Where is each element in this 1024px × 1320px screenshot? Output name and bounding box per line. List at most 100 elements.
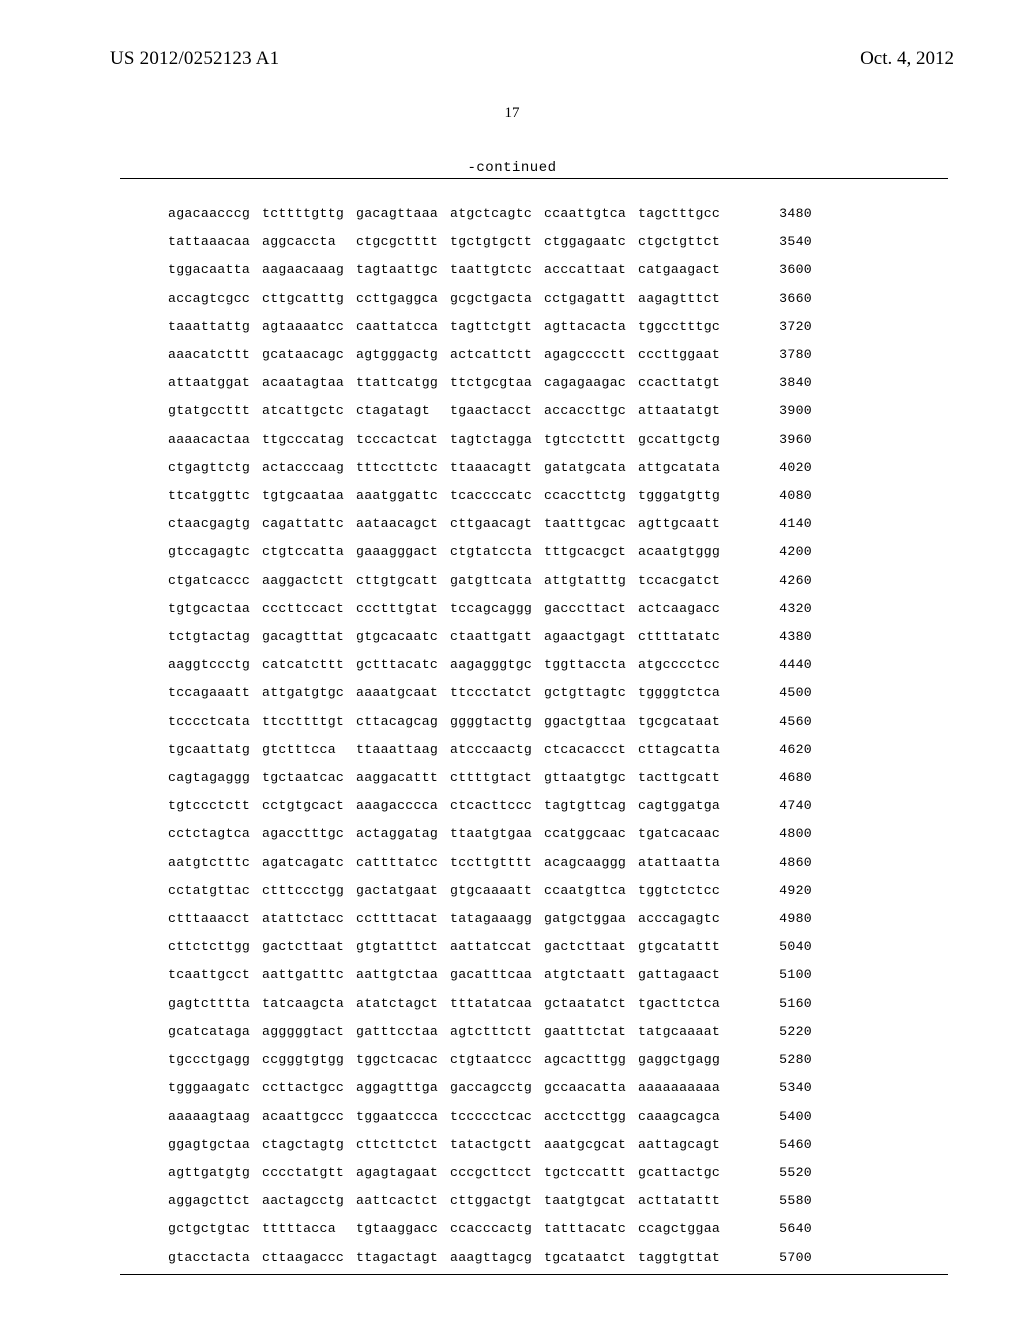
sequence-position: 4620 — [760, 736, 812, 764]
sequence-group: aaagacccca — [356, 792, 450, 820]
sequence-group: gtacctacta — [168, 1244, 262, 1272]
sequence-group: aaatgcgcat — [544, 1131, 638, 1159]
sequence-row: ttcatggttctgtgcaataaaaatggattctcaccccatc… — [168, 482, 812, 510]
sequence-group: ctaattgatt — [450, 623, 544, 651]
sequence-group: agaactgagt — [544, 623, 638, 651]
sequence-position: 4560 — [760, 708, 812, 736]
sequence-group: tcaccccatc — [450, 482, 544, 510]
sequence-position: 4200 — [760, 538, 812, 566]
sequence-group: tggcctttgc — [638, 313, 732, 341]
sequence-group: agacctttgc — [262, 820, 356, 848]
sequence-group: atgctcagtc — [450, 200, 544, 228]
sequence-group: ccctttgtat — [356, 595, 450, 623]
sequence-group: ggactgttaa — [544, 708, 638, 736]
sequence-group: tcccctcata — [168, 708, 262, 736]
sequence-group: ccttgaggca — [356, 285, 450, 313]
sequence-group: attaatggat — [168, 369, 262, 397]
sequence-row: cagtagagggtgctaatcacaaggacatttcttttgtact… — [168, 764, 812, 792]
sequence-group: cagattattc — [262, 510, 356, 538]
sequence-position: 3600 — [760, 256, 812, 284]
sequence-row: tcaattgcctaattgatttcaattgtctaagacatttcaa… — [168, 961, 812, 989]
sequence-group: agtaaaatcc — [262, 313, 356, 341]
sequence-group: cttgtgcatt — [356, 567, 450, 595]
sequence-group: gccattgctg — [638, 426, 732, 454]
sequence-row: aaaaagtaagacaattgccctggaatcccatccccctcac… — [168, 1103, 812, 1131]
sequence-group: tgtcctcttt — [544, 426, 638, 454]
sequence-position: 3540 — [760, 228, 812, 256]
sequence-group: ctttccctgg — [262, 877, 356, 905]
sequence-position: 4380 — [760, 623, 812, 651]
sequence-group: tcccactcat — [356, 426, 450, 454]
sequence-group: aattcactct — [356, 1187, 450, 1215]
sequence-position: 5580 — [760, 1187, 812, 1215]
sequence-group: gattagaact — [638, 961, 732, 989]
sequence-row: gtatgcctttatcattgctcctagatagttgaactaccta… — [168, 397, 812, 425]
sequence-group: cagtggatga — [638, 792, 732, 820]
sequence-group: tccttgtttt — [450, 849, 544, 877]
sequence-group: agcactttgg — [544, 1046, 638, 1074]
sequence-group: ctagctagtg — [262, 1131, 356, 1159]
sequence-group: gagtctttta — [168, 990, 262, 1018]
sequence-position: 5220 — [760, 1018, 812, 1046]
sequence-group: caaagcagca — [638, 1103, 732, 1131]
sequence-row: aggagcttctaactagcctgaattcactctcttggactgt… — [168, 1187, 812, 1215]
sequence-group: ttccttttgt — [262, 708, 356, 736]
sequence-group: ccagctggaa — [638, 1215, 732, 1243]
sequence-row: aaacatctttgcataacagcagtgggactgactcattctt… — [168, 341, 812, 369]
sequence-row: tgcaattatggtctttccattaaattaagatcccaactgc… — [168, 736, 812, 764]
sequence-row: tcccctcatattccttttgtcttacagcagggggtacttg… — [168, 708, 812, 736]
sequence-group: gtgcatattt — [638, 933, 732, 961]
sequence-group: tgcataatct — [544, 1244, 638, 1272]
sequence-row: ctgatcacccaaggactcttcttgtgcattgatgttcata… — [168, 567, 812, 595]
sequence-group: agtctttctt — [450, 1018, 544, 1046]
sequence-group: taggtgttat — [638, 1244, 732, 1272]
sequence-group: tgcaattatg — [168, 736, 262, 764]
sequence-group: cttggactgt — [450, 1187, 544, 1215]
sequence-group: cctatgttac — [168, 877, 262, 905]
sequence-group: actaggatag — [356, 820, 450, 848]
sequence-position: 4260 — [760, 567, 812, 595]
sequence-group: gaggctgagg — [638, 1046, 732, 1074]
sequence-group: tggaatccca — [356, 1103, 450, 1131]
sequence-group: atcccaactg — [450, 736, 544, 764]
sequence-position: 5340 — [760, 1074, 812, 1102]
sequence-group: ctgtaatccc — [450, 1046, 544, 1074]
sequence-group: gtgcacaatc — [356, 623, 450, 651]
sequence-group: cttagcatta — [638, 736, 732, 764]
sequence-group: acaatgtggg — [638, 538, 732, 566]
sequence-row: gcatcatagaagggggtactgatttcctaaagtctttctt… — [168, 1018, 812, 1046]
sequence-row: ctgagttctgactacccaagtttccttctcttaaacagtt… — [168, 454, 812, 482]
sequence-position: 3780 — [760, 341, 812, 369]
sequence-position: 5400 — [760, 1103, 812, 1131]
sequence-group: cccttccact — [262, 595, 356, 623]
sequence-group: cctgtgcact — [262, 792, 356, 820]
sequence-group: ccaatgttca — [544, 877, 638, 905]
sequence-group: ctgagttctg — [168, 454, 262, 482]
sequence-group: tatactgctt — [450, 1131, 544, 1159]
sequence-group: tttatatcaa — [450, 990, 544, 1018]
sequence-group: ctggagaatc — [544, 228, 638, 256]
sequence-row: tgggaagatcccttactgccaggagtttgagaccagcctg… — [168, 1074, 812, 1102]
sequence-group: agagtagaat — [356, 1159, 450, 1187]
sequence-group: tgccctgagg — [168, 1046, 262, 1074]
sequence-group: aattagcagt — [638, 1131, 732, 1159]
sequence-group: agatcagatc — [262, 849, 356, 877]
sequence-group: atattaatta — [638, 849, 732, 877]
sequence-group: gctaatatct — [544, 990, 638, 1018]
sequence-group: acaatagtaa — [262, 369, 356, 397]
sequence-row: aatgtctttcagatcagatccattttatcctccttgtttt… — [168, 849, 812, 877]
sequence-group: tatttacatc — [544, 1215, 638, 1243]
sequence-group: cttctcttgg — [168, 933, 262, 961]
sequence-group: ctcacaccct — [544, 736, 638, 764]
sequence-group: atatctagct — [356, 990, 450, 1018]
sequence-group: tgtgcaataa — [262, 482, 356, 510]
sequence-row: tctgtactaggacagtttatgtgcacaatcctaattgatt… — [168, 623, 812, 651]
sequence-group: ccttactgcc — [262, 1074, 356, 1102]
sequence-group: ttctgcgtaa — [450, 369, 544, 397]
sequence-group: gccaacatta — [544, 1074, 638, 1102]
sequence-group: gtgcaaaatt — [450, 877, 544, 905]
sequence-row: gtccagagtcctgtccattagaaagggactctgtatccta… — [168, 538, 812, 566]
sequence-group: tccagaaatt — [168, 679, 262, 707]
sequence-group: gaaagggact — [356, 538, 450, 566]
continued-label: -continued — [0, 160, 1024, 176]
